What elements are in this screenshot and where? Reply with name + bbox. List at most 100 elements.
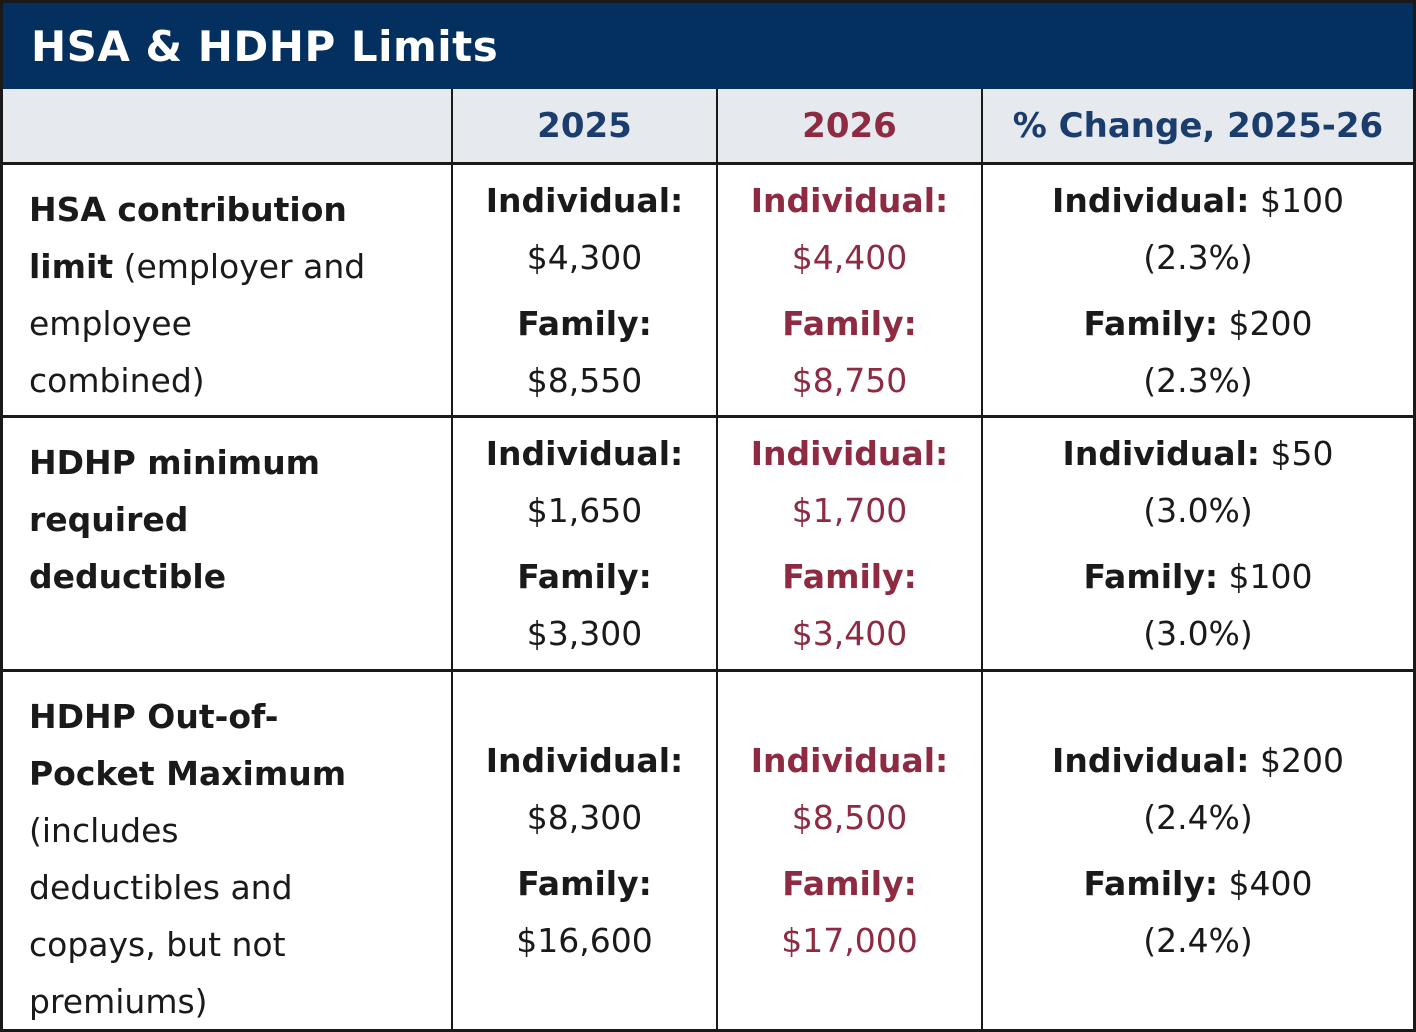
row-label-line: copays, but not	[29, 916, 433, 973]
row-label-bold-text: deductible	[29, 557, 227, 596]
value-label: Individual:	[750, 741, 949, 780]
value-label: Family:	[782, 557, 917, 596]
change-cell: Individual: $50 (3.0%) Family: $100 (3.0%)	[983, 418, 1413, 669]
change-label: Individual:	[1052, 180, 1250, 220]
change-pair: Individual: $200 (2.4%)	[1052, 732, 1344, 846]
value-pair: Individual: $1,650	[486, 425, 683, 539]
row-label-line: HDHP Out-of-	[29, 688, 433, 745]
value-amount: $16,600	[516, 921, 653, 960]
value-label: Individual:	[485, 434, 684, 473]
value-cell-2026: Individual: $1,700 Family: $3,400	[718, 418, 983, 669]
row-label-bold-text: HDHP minimum	[29, 443, 321, 482]
change-percent: (2.3%)	[1143, 360, 1253, 400]
row-label-bold-text: HDHP Out-of-	[29, 697, 279, 736]
change-label: Individual:	[1062, 434, 1260, 473]
change-cell: Individual: $200 (2.4%) Family: $400 (2.4%)	[983, 672, 1413, 1029]
row-label-text: (includes	[29, 811, 179, 850]
value-pair: Individual: $4,300	[486, 172, 683, 286]
header-cell-2025: 2025	[453, 89, 718, 162]
value-amount: $17,000	[781, 921, 918, 960]
value-amount: $8,300	[526, 798, 643, 837]
value-pair: Individual: $1,700	[751, 425, 948, 539]
value-label: Individual:	[485, 741, 684, 780]
value-cell-2025: Individual: $4,300 Family: $8,550	[453, 165, 718, 415]
row-label-text: deductibles and	[29, 868, 293, 907]
change-pair: Family: $200 (2.3%)	[1083, 295, 1312, 409]
value-pair: Family: $3,400	[782, 548, 917, 662]
row-label-line: Pocket Maximum	[29, 745, 433, 802]
row-label-cell: HDHP Out-of- Pocket Maximum (includes deduc…	[3, 672, 453, 1029]
row-label-bold-text: limit	[29, 247, 114, 286]
row-label-text: copays, but not	[29, 925, 286, 964]
row-label-bold-text: required	[29, 500, 189, 539]
value-amount: $4,400	[791, 237, 908, 277]
row-label-text: employee	[29, 304, 192, 343]
value-pair: Family: $8,750	[782, 295, 917, 409]
value-cell-2026: Individual: $8,500 Family: $17,000	[718, 672, 983, 1029]
value-cell-2026: Individual: $4,400 Family: $8,750	[718, 165, 983, 415]
value-amount: $8,750	[791, 360, 908, 400]
change-label-amount: Individual: $50	[1062, 434, 1334, 473]
value-label: Family:	[517, 864, 652, 903]
table-row-hdhp-minimum-required-deductible: HDHP minimum required deductible Individual…	[3, 418, 1413, 672]
row-label-line: HDHP minimum	[29, 434, 433, 491]
row-label-cell: HSA contribution limit (employer and emplo…	[3, 165, 453, 415]
change-percent: (2.4%)	[1143, 921, 1253, 960]
change-label: Family:	[1083, 864, 1219, 903]
change-label-amount: Family: $400	[1083, 864, 1313, 903]
change-pair: Family: $100 (3.0%)	[1083, 548, 1312, 662]
change-pair: Family: $400 (2.4%)	[1083, 855, 1312, 969]
change-label-amount: Individual: $100	[1052, 180, 1344, 220]
header-cell-2026: 2026	[718, 89, 983, 162]
value-amount: $8,550	[526, 360, 643, 400]
value-label: Individual:	[750, 434, 949, 473]
value-label: Family:	[517, 303, 652, 343]
header-cell-blank	[3, 89, 453, 162]
row-label-text: (employer and	[113, 247, 366, 286]
row-label-text: premiums)	[29, 982, 208, 1021]
change-label: Family:	[1083, 557, 1219, 596]
row-label-line: deductible	[29, 548, 433, 605]
value-amount: $3,300	[526, 614, 643, 653]
row-label-line: deductibles and	[29, 859, 433, 916]
row-label-line: required	[29, 491, 433, 548]
title-bar: HSA & HDHP Limits	[3, 3, 1413, 89]
row-label-line: limit (employer and	[29, 238, 433, 295]
value-pair: Family: $3,300	[517, 548, 652, 662]
row-label-line: (includes	[29, 802, 433, 859]
change-label: Individual:	[1052, 741, 1250, 780]
row-label-bold-text: HSA contribution	[29, 190, 347, 229]
change-label: Family:	[1083, 303, 1219, 343]
change-percent: (2.4%)	[1143, 798, 1253, 837]
value-amount: $4,300	[526, 237, 643, 277]
table-row-hdhp-out-of-pocket-maximum: HDHP Out-of- Pocket Maximum (includes deduc…	[3, 672, 1413, 1029]
table-row-hsa-contribution-limit: HSA contribution limit (employer and emplo…	[3, 165, 1413, 418]
change-label-amount: Family: $100	[1083, 557, 1313, 596]
value-label: Family:	[517, 557, 652, 596]
change-label-amount: Family: $200	[1083, 303, 1313, 343]
header-cell-percent-change: % Change, 2025-26	[1012, 105, 1384, 146]
value-cell-2025: Individual: $1,650 Family: $3,300	[453, 418, 718, 669]
change-percent: (3.0%)	[1143, 491, 1253, 530]
value-amount: $3,400	[791, 614, 908, 653]
change-pair: Individual: $100 (2.3%)	[1052, 172, 1344, 286]
value-pair: Family: $17,000	[781, 855, 917, 969]
value-amount: $1,650	[526, 491, 643, 530]
header-row: 2025 2026 % Change, 2025-26	[3, 89, 1413, 165]
change-percent: (3.0%)	[1143, 614, 1253, 653]
row-label-line: combined)	[29, 352, 433, 409]
change-pair: Individual: $50 (3.0%)	[1063, 425, 1334, 539]
value-label: Individual:	[750, 180, 949, 220]
row-label-line: premiums)	[29, 973, 433, 1029]
value-label: Family:	[782, 303, 917, 343]
value-amount: $1,700	[791, 491, 908, 530]
value-pair: Individual: $8,300	[486, 732, 683, 846]
value-pair: Individual: $4,400	[751, 172, 948, 286]
page-title: HSA & HDHP Limits	[31, 21, 499, 71]
value-pair: Individual: $8,500	[751, 732, 948, 846]
change-label-amount: Individual: $200	[1052, 741, 1344, 780]
value-label: Individual:	[485, 180, 684, 220]
value-cell-2025: Individual: $8,300 Family: $16,600	[453, 672, 718, 1029]
change-percent: (2.3%)	[1143, 237, 1253, 277]
